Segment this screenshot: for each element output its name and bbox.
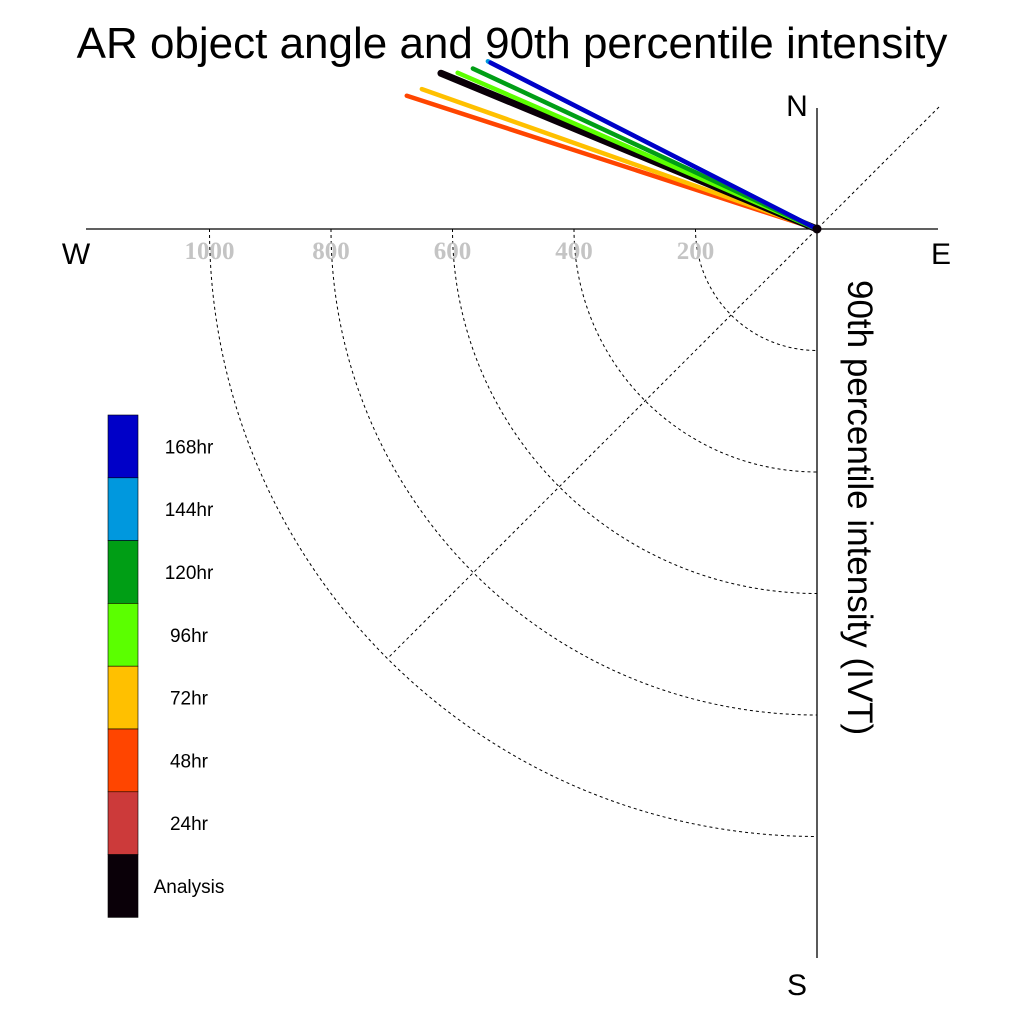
legend-label: 48hr bbox=[170, 751, 209, 772]
range-ring bbox=[452, 228, 818, 594]
legend-label: 72hr bbox=[170, 689, 209, 710]
legend-swatch bbox=[107, 414, 139, 479]
direction-e: E bbox=[931, 238, 951, 271]
legend-label: 96hr bbox=[170, 626, 209, 647]
legend-swatch bbox=[107, 477, 139, 541]
vector-168hr bbox=[488, 60, 820, 232]
chart-title: AR object angle and 90th percentile inte… bbox=[77, 19, 948, 68]
legend-swatch bbox=[107, 540, 139, 604]
range-ring bbox=[209, 228, 818, 837]
legend-label: 144hr bbox=[165, 500, 214, 521]
data-vectors bbox=[404, 59, 822, 234]
legend-swatch bbox=[107, 854, 139, 918]
legend-label: Analysis bbox=[154, 877, 225, 898]
radial-axis-label: 90th percentile intensity (IVT) bbox=[840, 280, 879, 735]
polar-grid: 200 400 600 800 1000 N E S W bbox=[62, 90, 951, 1002]
range-ring bbox=[573, 228, 818, 473]
range-ring bbox=[695, 228, 818, 351]
vector-72hr bbox=[419, 86, 820, 232]
legend: 168hr 144hr 120hr 96hr 72hr 48hr 24hr Analysis bbox=[107, 414, 225, 918]
radial-tick-label: 200 bbox=[677, 238, 715, 265]
radial-tick-label: 800 bbox=[312, 238, 350, 265]
legend-swatch bbox=[107, 603, 139, 667]
radial-tick-label: 1000 bbox=[185, 238, 235, 265]
direction-n: N bbox=[786, 90, 808, 123]
legend-swatch bbox=[107, 665, 139, 730]
legend-swatch bbox=[107, 791, 139, 855]
diagonal-gridline bbox=[387, 106, 940, 659]
legend-swatch bbox=[107, 728, 139, 793]
radial-tick-label: 600 bbox=[434, 238, 472, 265]
direction-w: W bbox=[62, 238, 91, 271]
legend-label: 24hr bbox=[170, 814, 209, 835]
direction-s: S bbox=[787, 969, 807, 1002]
radial-tick-label: 400 bbox=[555, 238, 593, 265]
legend-label: 120hr bbox=[165, 563, 214, 584]
legend-label: 168hr bbox=[165, 437, 214, 458]
range-ring bbox=[330, 228, 818, 716]
origin-dot bbox=[812, 224, 822, 234]
